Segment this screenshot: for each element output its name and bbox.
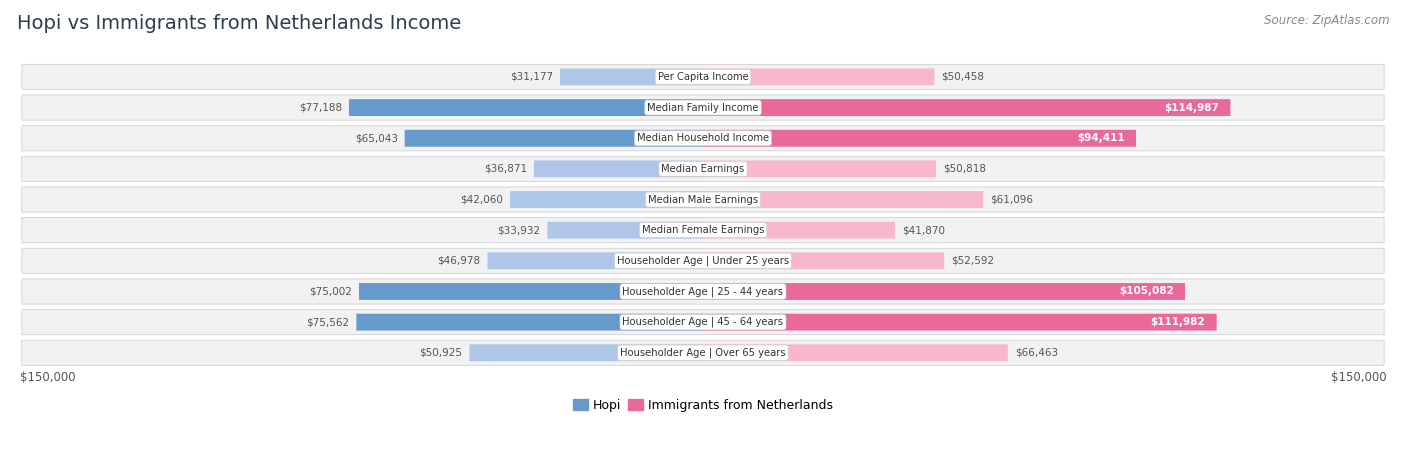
- FancyBboxPatch shape: [703, 283, 1185, 300]
- FancyBboxPatch shape: [22, 310, 1384, 335]
- Text: $150,000: $150,000: [20, 371, 75, 384]
- Text: Median Earnings: Median Earnings: [661, 164, 745, 174]
- FancyBboxPatch shape: [470, 344, 703, 361]
- Text: $31,177: $31,177: [510, 72, 553, 82]
- Text: $33,932: $33,932: [498, 225, 540, 235]
- FancyBboxPatch shape: [349, 99, 703, 116]
- Legend: Hopi, Immigrants from Netherlands: Hopi, Immigrants from Netherlands: [568, 394, 838, 417]
- FancyBboxPatch shape: [547, 222, 703, 239]
- Text: Householder Age | Under 25 years: Householder Age | Under 25 years: [617, 255, 789, 266]
- Text: $42,060: $42,060: [460, 195, 503, 205]
- FancyBboxPatch shape: [703, 252, 945, 269]
- Text: Householder Age | 25 - 44 years: Householder Age | 25 - 44 years: [623, 286, 783, 297]
- Text: Hopi vs Immigrants from Netherlands Income: Hopi vs Immigrants from Netherlands Inco…: [17, 14, 461, 33]
- Text: Median Female Earnings: Median Female Earnings: [641, 225, 765, 235]
- Text: $75,562: $75,562: [307, 317, 350, 327]
- FancyBboxPatch shape: [703, 314, 1216, 331]
- Text: $66,463: $66,463: [1015, 348, 1057, 358]
- Text: $52,592: $52,592: [950, 256, 994, 266]
- FancyBboxPatch shape: [22, 340, 1384, 365]
- Text: $50,458: $50,458: [941, 72, 984, 82]
- Text: $50,818: $50,818: [943, 164, 986, 174]
- Text: $36,871: $36,871: [484, 164, 527, 174]
- FancyBboxPatch shape: [22, 156, 1384, 182]
- FancyBboxPatch shape: [703, 130, 1136, 147]
- Text: Householder Age | 45 - 64 years: Householder Age | 45 - 64 years: [623, 317, 783, 327]
- Text: $77,188: $77,188: [299, 103, 342, 113]
- Text: $114,987: $114,987: [1164, 103, 1219, 113]
- Text: Householder Age | Over 65 years: Householder Age | Over 65 years: [620, 347, 786, 358]
- FancyBboxPatch shape: [703, 344, 1008, 361]
- FancyBboxPatch shape: [534, 161, 703, 177]
- Text: $94,411: $94,411: [1077, 133, 1125, 143]
- FancyBboxPatch shape: [510, 191, 703, 208]
- FancyBboxPatch shape: [22, 95, 1384, 120]
- FancyBboxPatch shape: [22, 279, 1384, 304]
- FancyBboxPatch shape: [703, 69, 935, 85]
- Text: $105,082: $105,082: [1119, 286, 1174, 297]
- FancyBboxPatch shape: [22, 64, 1384, 90]
- FancyBboxPatch shape: [560, 69, 703, 85]
- FancyBboxPatch shape: [359, 283, 703, 300]
- FancyBboxPatch shape: [703, 99, 1230, 116]
- Text: $150,000: $150,000: [1331, 371, 1386, 384]
- FancyBboxPatch shape: [22, 187, 1384, 212]
- Text: $75,002: $75,002: [309, 286, 352, 297]
- FancyBboxPatch shape: [703, 191, 983, 208]
- Text: Source: ZipAtlas.com: Source: ZipAtlas.com: [1264, 14, 1389, 27]
- Text: Median Family Income: Median Family Income: [647, 103, 759, 113]
- FancyBboxPatch shape: [703, 222, 896, 239]
- FancyBboxPatch shape: [22, 248, 1384, 273]
- FancyBboxPatch shape: [357, 314, 703, 331]
- Text: $46,978: $46,978: [437, 256, 481, 266]
- FancyBboxPatch shape: [22, 218, 1384, 243]
- Text: $61,096: $61,096: [990, 195, 1033, 205]
- Text: $65,043: $65,043: [354, 133, 398, 143]
- Text: Per Capita Income: Per Capita Income: [658, 72, 748, 82]
- Text: $50,925: $50,925: [419, 348, 463, 358]
- Text: $41,870: $41,870: [901, 225, 945, 235]
- Text: $111,982: $111,982: [1150, 317, 1205, 327]
- Text: Median Household Income: Median Household Income: [637, 133, 769, 143]
- FancyBboxPatch shape: [703, 161, 936, 177]
- FancyBboxPatch shape: [22, 126, 1384, 151]
- FancyBboxPatch shape: [488, 252, 703, 269]
- Text: Median Male Earnings: Median Male Earnings: [648, 195, 758, 205]
- FancyBboxPatch shape: [405, 130, 703, 147]
